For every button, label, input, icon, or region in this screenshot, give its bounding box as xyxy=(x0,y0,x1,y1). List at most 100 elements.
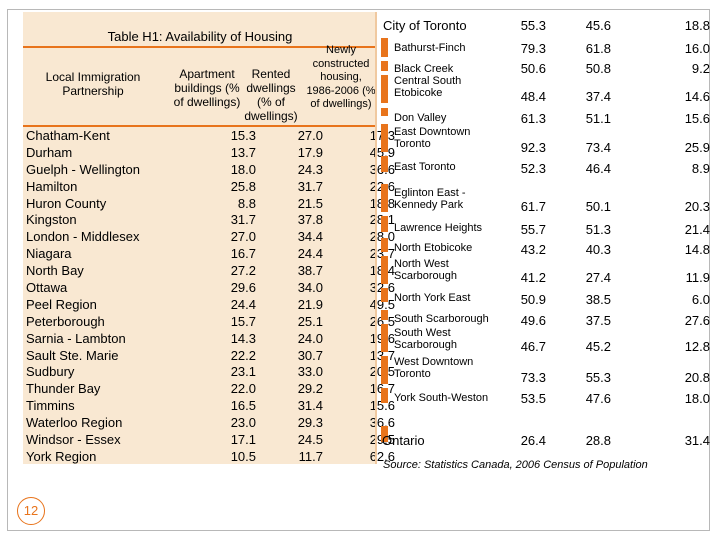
row-name: Waterloo Region xyxy=(26,415,123,431)
row-name: Thunder Bay xyxy=(26,381,101,397)
city-label: City of Toronto xyxy=(383,18,467,33)
orange-row-marker xyxy=(381,388,388,403)
row-name: Ottawa xyxy=(26,280,68,296)
header-rented: Rented dwellings (% of dwellings) xyxy=(244,67,298,123)
rented-value: 29.2 xyxy=(297,381,323,397)
toronto-area-name: South West Scarborough xyxy=(394,327,457,351)
row-name: Peel Region xyxy=(26,296,97,312)
rented-value: 34.4 xyxy=(297,229,323,245)
apartment-value: 31.7 xyxy=(230,212,256,228)
column-separator xyxy=(375,12,377,464)
slide-frame xyxy=(7,9,710,531)
table-row: Niagara 16.7 24.4 23.7 xyxy=(23,246,395,263)
toronto-area-value: 12.8 xyxy=(684,339,710,354)
toronto-area-value: 47.6 xyxy=(585,391,611,406)
apartment-value: 16.7 xyxy=(230,246,256,262)
toronto-area-value: 45.2 xyxy=(585,339,611,354)
table-row: London - Middlesex 27.0 34.4 28.0 xyxy=(23,229,395,246)
orange-row-marker xyxy=(381,108,388,116)
header-newly: Newly constructed housing, 1986-2006 (% … xyxy=(306,44,376,110)
toronto-area-name: North York East xyxy=(394,292,471,304)
toronto-area-name: North West Scarborough xyxy=(394,258,457,282)
orange-row-marker xyxy=(381,124,388,152)
toronto-area-value: 50.8 xyxy=(585,61,611,76)
apartment-value: 17.1 xyxy=(230,432,256,448)
apartment-value: 27.2 xyxy=(230,263,256,279)
rented-value: 21.9 xyxy=(297,296,323,312)
toronto-area-value: 9.2 xyxy=(691,61,710,76)
toronto-area-value: 50.9 xyxy=(520,292,546,307)
toronto-area-value: 25.9 xyxy=(684,140,710,155)
toronto-area-value: 11.9 xyxy=(685,270,710,285)
toronto-area-name: West Downtown Toronto xyxy=(394,356,474,380)
toronto-area-value: 37.5 xyxy=(585,313,611,328)
rented-value: 24.3 xyxy=(297,161,323,177)
toronto-area-value: 92.3 xyxy=(520,140,546,155)
rented-value: 38.7 xyxy=(297,263,323,279)
row-name: Sarnia - Lambton xyxy=(26,330,126,346)
orange-row-marker xyxy=(381,184,388,212)
toronto-area-value: 20.3 xyxy=(684,199,710,214)
apartment-value: 10.5 xyxy=(230,448,256,464)
orange-row-marker xyxy=(381,288,388,302)
toronto-area-name: East Downtown Toronto xyxy=(394,126,471,150)
toronto-area-value: 40.3 xyxy=(585,242,611,257)
toronto-area-value: 50.6 xyxy=(520,61,546,76)
toronto-area-value: 41.2 xyxy=(520,270,546,285)
apartment-value: 15.7 xyxy=(230,313,256,329)
toronto-area-value: 14.6 xyxy=(684,89,710,104)
toronto-area-value: 18.0 xyxy=(684,391,710,406)
orange-row-marker xyxy=(381,356,388,384)
row-name: Chatham-Kent xyxy=(26,128,110,143)
orange-row-marker xyxy=(381,38,388,57)
apartment-value: 8.8 xyxy=(237,195,256,211)
orange-row-marker xyxy=(381,238,388,252)
source-note: Source: Statistics Canada, 2006 Census o… xyxy=(383,459,648,471)
ontario-label: Ontario xyxy=(382,433,425,448)
orange-row-marker xyxy=(381,256,388,284)
rented-value: 29.3 xyxy=(297,415,323,431)
apartment-value: 16.5 xyxy=(230,398,256,414)
city-value: 45.6 xyxy=(585,18,611,33)
row-name: Kingston xyxy=(26,212,77,228)
toronto-area-name: Lawrence Heights xyxy=(394,222,483,234)
toronto-area-value: 61.8 xyxy=(585,41,611,56)
row-name: Durham xyxy=(26,144,73,160)
row-name: Timmins xyxy=(26,398,75,414)
row-name: Sudbury xyxy=(26,364,75,380)
toronto-area-value: 49.6 xyxy=(520,313,546,328)
orange-row-marker xyxy=(381,324,388,352)
toronto-area-name: East Toronto xyxy=(394,161,456,173)
toronto-area-value: 20.8 xyxy=(684,370,710,385)
toronto-area-name: Central South Etobicoke xyxy=(394,75,462,99)
rented-value: 21.5 xyxy=(297,195,323,211)
toronto-area-value: 48.4 xyxy=(520,89,546,104)
toronto-area-value: 43.2 xyxy=(520,242,546,257)
table-row: Waterloo Region 23.0 29.3 36.6 xyxy=(23,415,395,432)
rented-value: 17.9 xyxy=(297,144,323,160)
apartment-value: 25.8 xyxy=(230,178,256,194)
header-apartment: Apartment buildings (% of dwellings) xyxy=(173,67,241,109)
rented-value: 27.0 xyxy=(297,128,323,143)
table-row: Peterborough 15.7 25.1 26.5 xyxy=(23,313,395,331)
rented-value: 25.1 xyxy=(297,313,323,329)
toronto-area-value: 14.8 xyxy=(684,242,710,257)
toronto-area-value: 46.7 xyxy=(520,339,546,354)
toronto-area-value: 61.7 xyxy=(520,199,546,214)
rented-value: 24.5 xyxy=(297,432,323,448)
ontario-value: 31.4 xyxy=(684,433,710,448)
toronto-area-value: 61.3 xyxy=(520,111,546,126)
apartment-value: 24.4 xyxy=(230,296,256,312)
toronto-area-value: 27.6 xyxy=(684,313,710,328)
rented-value: 31.7 xyxy=(297,178,323,194)
row-name: Guelph - Wellington xyxy=(26,161,140,177)
toronto-area-name: Eglinton East - Kennedy Park xyxy=(394,187,466,211)
apartment-value: 22.0 xyxy=(230,381,256,397)
